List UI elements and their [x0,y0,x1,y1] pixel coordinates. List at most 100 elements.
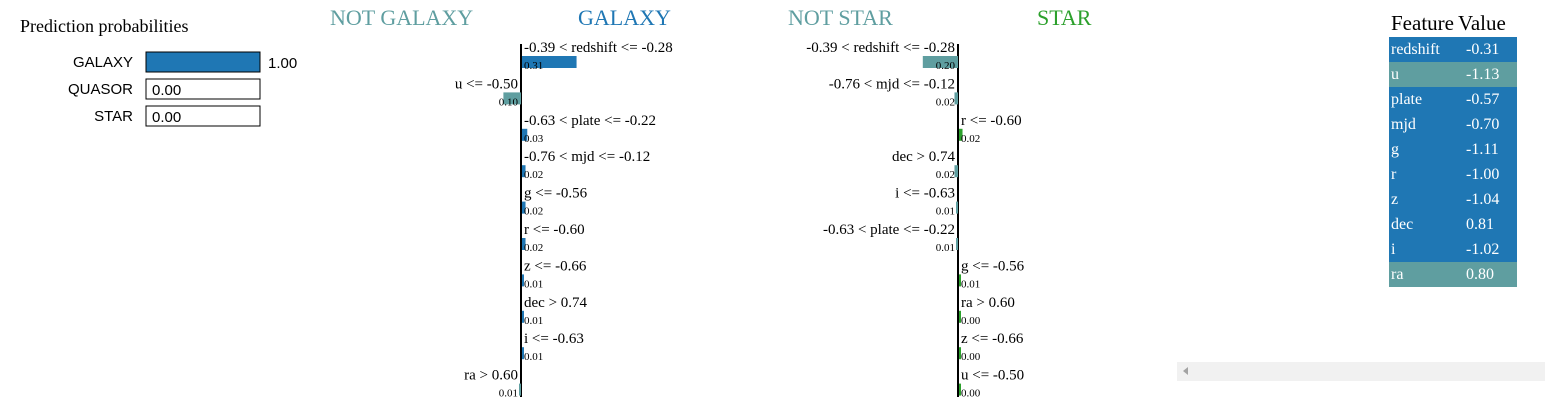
feature-value-cell: -1.00 [1465,165,1500,183]
explanation-value-label: 0.02 [524,206,543,218]
explanation-feature-label: -0.39 < redshift <= -0.28 [806,40,955,56]
prediction-value-label: 1.00 [268,55,297,72]
explanation-feature-label: g <= -0.56 [961,258,1025,274]
scroll-left-arrow-icon[interactable] [1183,367,1188,375]
feature-name-cell: ra [1391,265,1404,283]
feature-row: redshift -0.31 [1389,37,1518,62]
feature-value-cell: -0.31 [1465,40,1500,58]
explanation-value-label: 0.02 [524,169,543,181]
feature-header: Feature [1391,11,1454,35]
explanation-bar [522,201,526,214]
feature-row: mjd -0.70 [1389,112,1518,137]
explanation-feature-label: dec > 0.74 [892,149,956,165]
explanation-feature-label: g <= -0.56 [524,186,588,202]
explanation-value-label: 0.00 [961,315,981,327]
explanation-feature-label: -0.76 < mjd <= -0.12 [829,76,955,92]
feature-name-cell: mjd [1391,115,1416,133]
feature-value-cell: 0.80 [1465,265,1494,283]
explanation-value-label: 0.00 [961,388,981,400]
explanation-value-label: 0.01 [961,278,980,290]
horizontal-scrollbar[interactable] [1177,362,1545,381]
panel1-neg-title: NOT GALAXY [330,5,474,30]
panel2-pos-title: STAR [1037,5,1092,30]
feature-row: g -1.11 [1389,137,1518,162]
explanation-value-label: 0.01 [499,388,518,400]
explanation-bar [922,56,958,68]
feature-row: z -1.04 [1389,187,1518,212]
explanation-value-label: 0.02 [936,169,955,181]
explanation-bar [522,238,526,250]
explanation-feature-label: i <= -0.63 [895,186,955,202]
explanation-bar [959,128,963,141]
explanation-value-label: 0.01 [936,242,955,254]
feature-name-cell: i [1391,240,1396,258]
explanation-feature-label: ra > 0.60 [464,368,518,384]
explanation-feature-label: -0.63 < plate <= -0.22 [823,222,955,238]
explanation-value-label: 0.10 [499,96,519,108]
feature-value-cell: -0.57 [1465,90,1500,108]
explanation-bar [522,274,524,287]
explanation-value-label: 0.01 [524,278,543,290]
explanation-feature-label: ra > 0.60 [961,295,1015,311]
explanation-bar [519,383,521,396]
explanation-bar [522,347,524,360]
explanation-feature-label: -0.39 < redshift <= -0.28 [524,40,673,56]
explanation-bar [956,201,958,214]
explanation-bar [522,310,524,323]
explanation-value-label: 0.02 [961,133,980,145]
feature-name-cell: dec [1391,215,1414,233]
feature-name-cell: plate [1391,90,1423,108]
explanation-feature-label: z <= -0.66 [524,258,587,274]
feature-name-cell: g [1391,140,1399,158]
explanation-feature-label: r <= -0.60 [961,113,1022,129]
prediction-class-label: QUASOR [68,81,133,98]
explanation-feature-label: -0.76 < mjd <= -0.12 [524,149,650,165]
feature-row: ra 0.80 [1389,262,1518,287]
feature-value-cell: 0.81 [1465,215,1494,233]
explanation-value-label: 0.20 [936,60,956,72]
galaxy-explanation-chart: -0.39 < redshift <= -0.28 0.31 u <= -0.50 0… [455,40,673,400]
prediction-bar [145,51,261,73]
explanation-feature-label: dec > 0.74 [524,295,588,311]
value-header: Value [1457,11,1506,35]
explanation-bar [954,92,958,105]
star-explanation-chart: -0.39 < redshift <= -0.28 0.20 -0.76 < mjd… [806,40,1025,400]
prediction-probabilities-title: Prediction probabilities [20,16,189,36]
explanation-feature-label: u <= -0.50 [961,368,1024,384]
explanation-feature-label: i <= -0.63 [524,331,584,347]
feature-name-cell: u [1391,65,1399,83]
explanation-bar [956,238,958,250]
prediction-bar-frame [145,78,261,100]
panel1-pos-title: GALAXY [578,5,671,30]
explanation-bar [503,92,521,105]
feature-row: u -1.13 [1389,62,1518,87]
prediction-class-label: STAR [94,108,133,125]
feature-value-table: Feature Value redshift -0.31 u -1.13 plate -0… [1389,10,1518,287]
panel2-neg-title: NOT STAR [788,5,893,30]
feature-value-cell: -1.02 [1465,240,1500,258]
feature-name-cell: r [1391,165,1397,183]
explanation-value-label: 0.01 [936,206,955,218]
feature-row: i -1.02 [1389,237,1518,262]
feature-row: plate -0.57 [1389,87,1518,112]
prediction-class-label: GALAXY [73,54,133,71]
feature-value-cell: -1.04 [1465,190,1500,208]
prediction-value-label: 0.00 [152,82,181,99]
feature-value-cell: -1.11 [1465,140,1499,158]
table-header-row: Feature Value [1389,10,1517,37]
explanation-bar [522,56,577,68]
explanation-feature-label: u <= -0.50 [455,76,518,92]
explanation-value-label: 0.02 [936,96,955,108]
explanation-bar [959,310,961,323]
feature-row: dec 0.81 [1389,212,1518,237]
explanation-bar [954,165,958,178]
explanation-value-label: 0.01 [524,315,543,327]
feature-value-cell: -0.70 [1465,115,1500,133]
explanation-value-label: 0.00 [961,351,981,363]
prediction-bar-frame [145,105,261,127]
explanation-bar [522,165,526,178]
explanation-feature-label: -0.63 < plate <= -0.22 [524,113,656,129]
feature-name-cell: redshift [1391,40,1440,58]
explanation-bar [959,383,961,396]
prediction-value-label: 0.00 [152,109,181,126]
